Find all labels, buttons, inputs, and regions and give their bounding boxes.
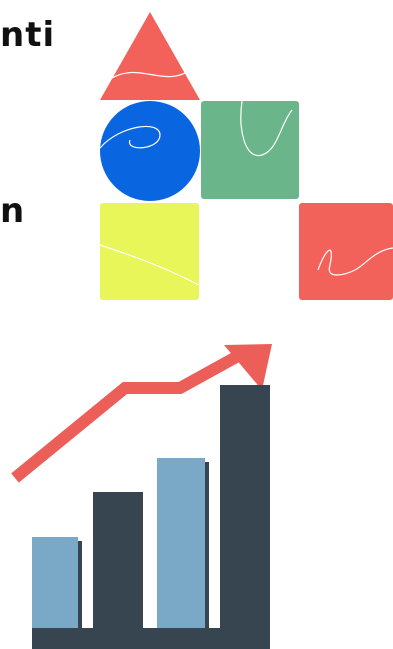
line [317, 247, 393, 276]
base [32, 628, 270, 649]
growth-chart-illustration [11, 344, 272, 649]
arrow-head [224, 344, 272, 390]
arrow-line [11, 350, 241, 483]
square [100, 203, 199, 300]
text-fragment: nti [0, 15, 56, 55]
bar [157, 458, 205, 628]
line [99, 125, 161, 149]
bar-shadow [78, 541, 82, 628]
square [299, 203, 393, 300]
text-fragment: n [0, 191, 26, 231]
line [240, 100, 293, 157]
bar-shadow [205, 462, 209, 628]
line [99, 244, 200, 286]
square [201, 101, 299, 199]
bar [32, 537, 78, 628]
circle [100, 101, 200, 201]
triangle [100, 12, 200, 100]
bar [93, 492, 143, 628]
line [111, 69, 191, 79]
shapes-illustration [99, 12, 393, 300]
bar [220, 385, 270, 628]
